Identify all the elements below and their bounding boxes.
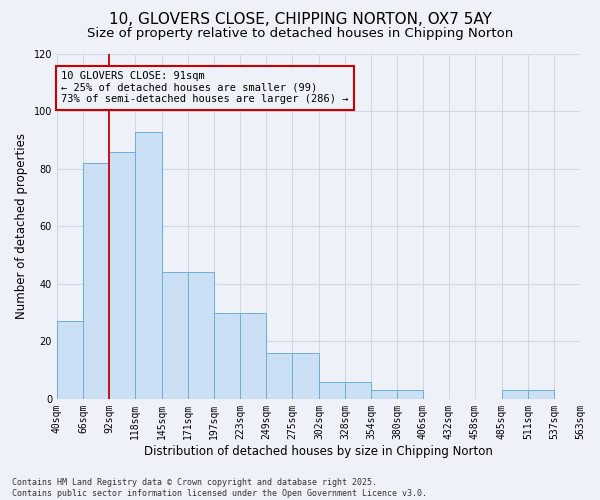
Bar [266,353,292,399]
Bar [397,390,423,399]
Text: Contains HM Land Registry data © Crown copyright and database right 2025.
Contai: Contains HM Land Registry data © Crown c… [12,478,427,498]
Bar [345,382,371,399]
Text: 10 GLOVERS CLOSE: 91sqm
← 25% of detached houses are smaller (99)
73% of semi-de: 10 GLOVERS CLOSE: 91sqm ← 25% of detache… [61,71,349,104]
Bar [371,390,397,399]
Text: 10, GLOVERS CLOSE, CHIPPING NORTON, OX7 5AY: 10, GLOVERS CLOSE, CHIPPING NORTON, OX7 … [109,12,491,28]
Bar [528,390,554,399]
Bar [83,163,109,399]
Bar [214,312,240,399]
Bar [502,390,528,399]
Bar [109,152,135,399]
Text: Size of property relative to detached houses in Chipping Norton: Size of property relative to detached ho… [87,28,513,40]
Bar [162,272,188,399]
Bar [292,353,319,399]
Bar [57,321,83,399]
Bar [135,132,162,399]
Bar [319,382,345,399]
Bar [240,312,266,399]
Y-axis label: Number of detached properties: Number of detached properties [15,134,28,320]
X-axis label: Distribution of detached houses by size in Chipping Norton: Distribution of detached houses by size … [144,444,493,458]
Bar [188,272,214,399]
